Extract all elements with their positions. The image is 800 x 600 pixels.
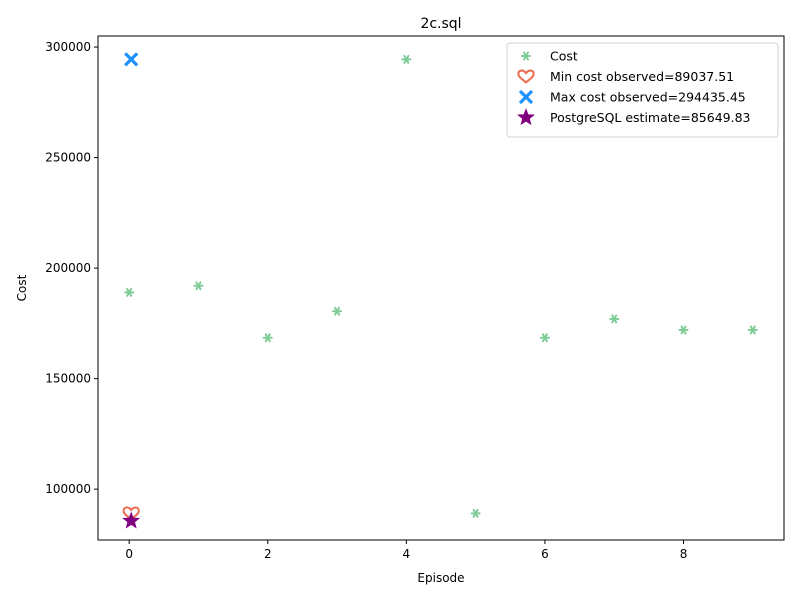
data-point-asterisk bbox=[539, 333, 550, 343]
data-point-asterisk bbox=[747, 325, 758, 335]
legend-entry: Cost bbox=[550, 49, 578, 64]
data-point-asterisk bbox=[470, 508, 481, 518]
plot-marks bbox=[122, 52, 758, 529]
x-axis-ticks: 0 2 4 6 8 bbox=[125, 540, 687, 561]
y-axis-ticks: 100000 150000 200000 250000 300000 bbox=[45, 40, 98, 496]
legend-box bbox=[506, 42, 779, 138]
legend-marker-heart bbox=[517, 69, 535, 84]
data-point-asterisk bbox=[262, 333, 273, 343]
data-point-asterisk bbox=[401, 54, 412, 64]
legend: Cost Min cost observed=89037.51 Max cost o… bbox=[506, 42, 779, 138]
x-tick-label: 6 bbox=[541, 547, 549, 561]
x-tick-label: 8 bbox=[680, 547, 688, 561]
y-tick-label: 250000 bbox=[45, 151, 91, 165]
data-point-star bbox=[122, 511, 141, 529]
chart-title: 2c.sql bbox=[420, 16, 461, 32]
data-point-asterisk bbox=[609, 314, 620, 324]
data-point-asterisk bbox=[124, 287, 135, 297]
x-tick-label: 2 bbox=[264, 547, 272, 561]
legend-entry: Max cost observed=294435.45 bbox=[550, 90, 746, 105]
data-point-asterisk bbox=[332, 306, 343, 316]
y-tick-label: 300000 bbox=[45, 40, 91, 54]
x-tick-label: 4 bbox=[403, 547, 411, 561]
y-axis-label: Cost bbox=[15, 274, 29, 301]
x-tick-label: 0 bbox=[125, 547, 133, 561]
legend-marker-asterisk bbox=[521, 51, 531, 61]
data-point-x bbox=[124, 52, 139, 67]
legend-marker-star bbox=[517, 108, 535, 126]
data-point-asterisk bbox=[193, 281, 204, 291]
legend-entry: PostgreSQL estimate=85649.83 bbox=[550, 110, 750, 125]
y-tick-label: 100000 bbox=[45, 482, 91, 496]
plot-frame bbox=[97, 35, 785, 541]
legend-entry: Min cost observed=89037.51 bbox=[550, 69, 734, 84]
data-point-asterisk bbox=[678, 325, 689, 335]
y-tick-label: 200000 bbox=[45, 261, 91, 275]
x-axis-label: Episode bbox=[417, 571, 464, 585]
y-tick-label: 150000 bbox=[45, 372, 91, 386]
data-point-heart bbox=[122, 506, 140, 521]
legend-marker-x bbox=[518, 89, 534, 105]
